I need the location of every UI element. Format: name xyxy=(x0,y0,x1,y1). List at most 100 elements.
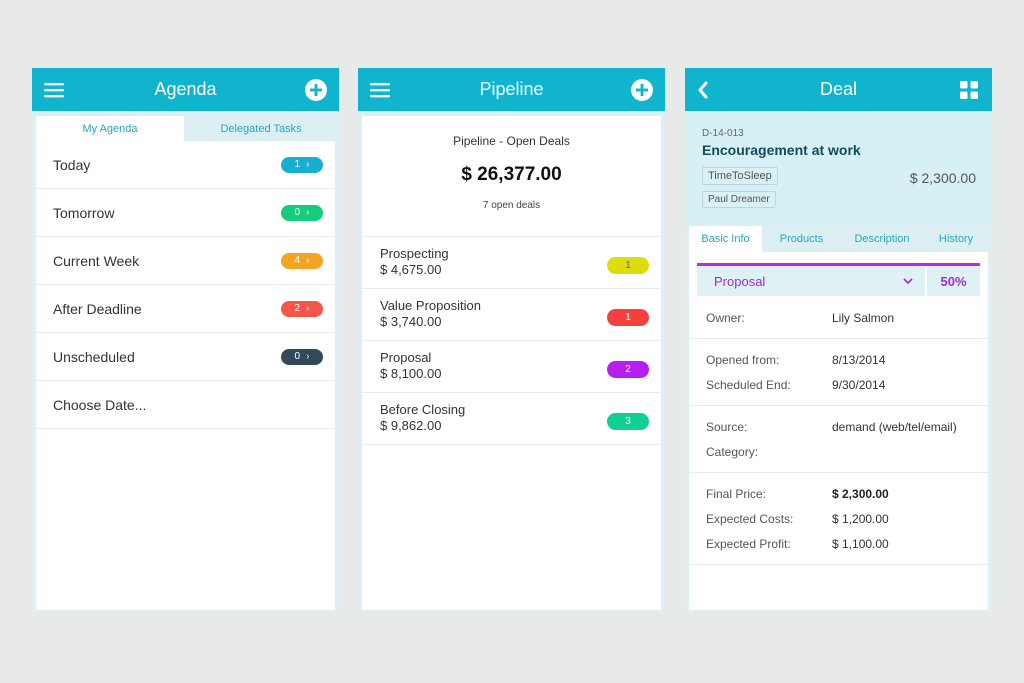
count-value: 0 xyxy=(294,207,301,218)
stage-count-badge: 2 xyxy=(607,361,649,378)
chevron-right-icon: › xyxy=(306,303,310,314)
count-badge: 1 › xyxy=(281,156,323,173)
stage-amount: $ 9,862.00 xyxy=(380,418,442,433)
chevron-right-icon: › xyxy=(306,207,310,218)
list-item[interactable]: Current Week 4 › xyxy=(36,237,335,285)
stage-probability: 50% xyxy=(940,273,967,289)
count-value: 4 xyxy=(294,255,301,266)
count-badge: 2 › xyxy=(281,300,323,317)
deal-tags-contact: Paul Dreamer xyxy=(702,189,992,208)
field-row: Final Price: $ 2,300.00 xyxy=(706,481,988,506)
deal-name: Encouragement at work xyxy=(702,142,861,158)
stage-count-badge: 1 xyxy=(607,257,649,274)
stage-count-badge: 3 xyxy=(607,413,649,430)
agenda-list: Today 1 › Tomorrow 0 › Current Week 4 › Aft… xyxy=(36,141,335,429)
expected-profit-value: $ 1,100.00 xyxy=(832,536,889,551)
stage-amount: $ 8,100.00 xyxy=(380,366,442,381)
count-value: 0 xyxy=(294,351,301,362)
stage-amount: $ 4,675.00 xyxy=(380,262,442,277)
page-title: Agenda xyxy=(154,79,217,99)
tab-products[interactable]: Products xyxy=(765,226,838,252)
summary-total: $ 26,377.00 xyxy=(461,164,562,185)
field-row: Scheduled End: 9/30/2014 xyxy=(706,372,988,397)
list-item[interactable]: After Deadline 2 › xyxy=(36,285,335,333)
menu-button[interactable] xyxy=(44,68,68,111)
tab-basic-info[interactable]: Basic Info xyxy=(689,226,762,252)
owner-value[interactable]: Lily Salmon xyxy=(832,310,895,325)
back-button[interactable] xyxy=(697,68,721,111)
chevron-left-icon xyxy=(698,81,708,98)
plus-circle-icon xyxy=(631,78,653,101)
contact-tag[interactable]: Paul Dreamer xyxy=(702,191,776,208)
tab-description[interactable]: Description xyxy=(841,226,923,252)
tab-delegated-tasks[interactable]: Delegated Tasks xyxy=(187,116,335,141)
deal-topbar: Deal xyxy=(685,68,992,111)
pipeline-stage-row[interactable]: Proposal $ 8,100.00 2 xyxy=(362,341,661,393)
deal-screen: Deal D-14-013 Encouragement at work Time… xyxy=(685,68,992,612)
list-item[interactable]: Tomorrow 0 › xyxy=(36,189,335,237)
deal-id: D-14-013 xyxy=(702,128,744,139)
finance-group: Final Price: $ 2,300.00 Expected Costs: … xyxy=(689,473,988,565)
list-item-label: Unscheduled xyxy=(53,348,135,365)
hamburger-icon xyxy=(44,82,64,97)
chevron-right-icon: › xyxy=(306,351,310,362)
field-row: Expected Costs: $ 1,200.00 xyxy=(706,506,988,531)
list-item[interactable]: Unscheduled 0 › xyxy=(36,333,335,381)
summary-count: 7 open deals xyxy=(482,200,541,211)
field-label: Source: xyxy=(706,419,748,434)
source-group: Source: demand (web/tel/email) Category: xyxy=(689,406,988,473)
tab-my-agenda[interactable]: My Agenda xyxy=(36,116,184,141)
page-title: Deal xyxy=(819,79,858,99)
deal-body: Basic Info Products Description History … xyxy=(689,226,988,610)
scheduled-end-value: 9/30/2014 xyxy=(832,377,886,392)
field-row: Expected Profit: $ 1,100.00 xyxy=(706,531,988,556)
opened-value: 8/13/2014 xyxy=(832,352,886,367)
agenda-tabs: My Agenda Delegated Tasks xyxy=(36,116,335,141)
pipeline-topbar: Pipeline xyxy=(358,68,665,111)
grid-menu-button[interactable] xyxy=(956,68,982,111)
hamburger-icon xyxy=(370,82,390,97)
page-title: Pipeline xyxy=(479,79,544,99)
count-badge: 0 › xyxy=(281,204,323,221)
pipeline-stage-row[interactable]: Prospecting $ 4,675.00 1 xyxy=(362,237,661,289)
count-value: 1 xyxy=(294,159,301,170)
deal-tabs: Basic Info Products Description History xyxy=(689,226,988,252)
source-value: demand (web/tel/email) xyxy=(832,419,957,434)
list-item[interactable]: Today 1 › xyxy=(36,141,335,189)
menu-button[interactable] xyxy=(370,68,394,111)
field-label: Owner: xyxy=(706,310,745,325)
company-tag[interactable]: TimeToSleep xyxy=(702,167,778,185)
pipeline-summary: Pipeline - Open Deals $ 26,377.00 7 open… xyxy=(362,116,661,237)
tab-history[interactable]: History xyxy=(926,226,986,252)
pipeline-stage-row[interactable]: Before Closing $ 9,862.00 3 xyxy=(362,393,661,445)
pipeline-stage-row[interactable]: Value Proposition $ 3,740.00 1 xyxy=(362,289,661,341)
list-item-label: Choose Date... xyxy=(53,396,147,413)
expected-costs-value: $ 1,200.00 xyxy=(832,511,889,526)
add-button[interactable] xyxy=(303,68,329,111)
stage-dropdown[interactable]: Proposal xyxy=(697,266,927,296)
deal-price: $ 2,300.00 xyxy=(909,170,976,186)
count-badge: 4 › xyxy=(281,252,323,269)
final-price-value: $ 2,300.00 xyxy=(832,486,889,501)
dates-group: Opened from: 8/13/2014 Scheduled End: 9/… xyxy=(689,339,988,406)
list-item-label: Today xyxy=(53,156,91,173)
field-label: Expected Profit: xyxy=(706,536,791,551)
stage-name: Proposal xyxy=(380,350,432,365)
count-value: 2 xyxy=(294,303,301,314)
field-label: Final Price: xyxy=(706,486,767,501)
field-label: Scheduled End: xyxy=(706,377,791,392)
field-row: Opened from: 8/13/2014 xyxy=(706,347,988,372)
plus-circle-icon xyxy=(305,78,327,101)
list-item-label: After Deadline xyxy=(53,300,142,317)
agenda-screen: Agenda My Agenda Delegated Tasks Today 1… xyxy=(32,68,339,612)
pipeline-screen: Pipeline Pipeline - Open Deals $ 26,377.… xyxy=(358,68,665,612)
field-label: Opened from: xyxy=(706,352,780,367)
stage-amount: $ 3,740.00 xyxy=(380,314,442,329)
list-item[interactable]: Choose Date... xyxy=(36,381,335,429)
field-row: Source: demand (web/tel/email) xyxy=(706,414,988,439)
add-button[interactable] xyxy=(629,68,655,111)
stage-name: Before Closing xyxy=(380,402,466,417)
count-badge: 0 › xyxy=(281,348,323,365)
list-item-label: Current Week xyxy=(53,252,140,269)
agenda-topbar: Agenda xyxy=(32,68,339,111)
